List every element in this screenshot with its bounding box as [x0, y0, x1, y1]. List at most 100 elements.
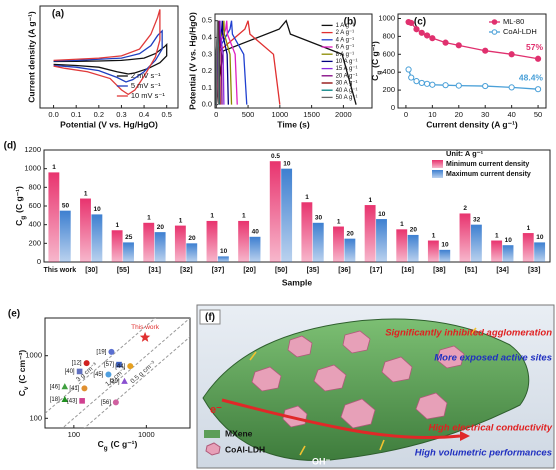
density-line — [61, 318, 190, 428]
bar — [249, 236, 261, 262]
legend-label: 8 A g⁻¹ — [336, 52, 355, 58]
label-part: C — [14, 220, 24, 226]
x-tick-label: 0.3 — [116, 110, 126, 119]
legend-label: 50 A g⁻¹ — [336, 95, 358, 101]
y-axis-label: Current density (A g⁻¹) — [26, 11, 36, 103]
ldh-platelet — [342, 330, 371, 354]
point-label: [46] — [50, 384, 60, 390]
y-tick-label: 0.5 — [202, 16, 212, 25]
y-tick-label: 0 — [37, 257, 41, 266]
label-part: (C g⁻¹) — [111, 439, 138, 449]
bar-annotation: 40 — [252, 229, 260, 236]
bar-annotation: 25 — [125, 234, 133, 241]
y-tick-label: 1000 — [24, 164, 41, 173]
x-tick-label: [50] — [275, 267, 287, 274]
illustration: (f) Significantly inhibited agglomeratio… — [196, 304, 555, 469]
point-label: This work — [131, 324, 160, 331]
bar-annotation: 1 — [432, 232, 436, 239]
marker — [408, 74, 415, 81]
x-tick-label: 0.0 — [48, 110, 58, 119]
plot-frame — [39, 5, 179, 109]
bar — [123, 242, 134, 262]
y-tick-label: 600 — [382, 49, 395, 58]
bar — [522, 233, 534, 262]
bar — [364, 205, 376, 262]
point — [83, 360, 90, 367]
y-tick-label: 1000 — [378, 13, 395, 22]
ldh-platelet — [282, 405, 308, 428]
marker — [408, 19, 415, 27]
legend-label: 15 A g⁻¹ — [336, 66, 358, 72]
point-label: [19] — [96, 349, 106, 355]
y-tick-label: 1200 — [24, 145, 41, 154]
bar-annotation: 1 — [242, 213, 246, 220]
marker — [423, 80, 431, 87]
bar-annotation: 10 — [505, 237, 513, 244]
series-line — [215, 20, 281, 105]
marker — [482, 47, 489, 54]
y-tick-label: 200 — [28, 238, 41, 247]
point-label: [44] — [115, 364, 125, 370]
bar-annotation: 10 — [94, 206, 102, 213]
x-tick-label: 2000 — [335, 110, 352, 119]
ldh-platelet — [436, 345, 465, 369]
callout: Significantly inhibited agglomeration — [385, 328, 552, 339]
density-line — [45, 318, 157, 414]
legend-label: 10 mV s⁻¹ — [131, 91, 165, 100]
marker — [442, 39, 449, 46]
panel-label: (f) — [205, 312, 215, 323]
legend-title: Unit: A g⁻¹ — [446, 149, 484, 158]
panel-label: (e) — [8, 309, 20, 320]
point-label: [41] — [69, 386, 79, 392]
density-label: 0.5 g cm⁻³ — [129, 359, 157, 385]
panel-label: (a) — [52, 9, 64, 20]
label-part: v — [23, 386, 30, 390]
x-tick-label: [16] — [401, 267, 413, 274]
marker — [413, 26, 420, 33]
bar — [470, 224, 482, 262]
y-tick-label: 100 — [29, 413, 42, 422]
ion-arrow — [379, 439, 385, 451]
label-part: (C cm⁻³) — [17, 350, 27, 384]
point — [116, 361, 122, 368]
x-tick-label: [36] — [338, 267, 350, 274]
point-label: [40] — [65, 369, 75, 375]
bar — [491, 240, 503, 262]
x-tick-label: 0.5 — [161, 110, 171, 119]
ldh-platelet — [313, 364, 347, 392]
bar-annotation: 1 — [495, 232, 499, 239]
x-tick-label: [17] — [370, 267, 382, 274]
bar — [91, 214, 103, 262]
bar-annotation: 20 — [410, 227, 418, 234]
y-tick-label: 1000 — [25, 351, 42, 360]
legend-label: CoAl-LDH — [225, 444, 265, 454]
marker — [534, 55, 542, 62]
bar — [154, 232, 166, 262]
bar — [174, 225, 186, 262]
legend-label: 5 mV s⁻¹ — [131, 81, 161, 90]
ldh-platelet — [287, 335, 313, 358]
point — [108, 348, 115, 355]
marker — [534, 86, 542, 93]
x-tick-label: 30 — [481, 110, 489, 119]
y-tick-label: 0.3 — [202, 49, 212, 58]
bar-annotation: 32 — [473, 216, 481, 223]
legend-swatch — [205, 442, 221, 456]
legend-label: 40 A g⁻¹ — [336, 88, 358, 94]
point — [81, 385, 88, 392]
bar-annotation: 1 — [84, 190, 88, 197]
density-line — [83, 336, 190, 428]
ldh-platelet — [340, 398, 376, 429]
x-tick-label: [35] — [307, 267, 319, 274]
bar — [396, 229, 408, 262]
ion-arrows — [249, 327, 477, 456]
bar-annotation: 10 — [536, 234, 544, 241]
bar — [439, 249, 451, 262]
point-label: [29] — [110, 379, 120, 385]
point-label: [45] — [93, 372, 103, 378]
marker — [482, 82, 489, 90]
bar-annotation: 50 — [62, 202, 70, 209]
x-tick-label: 0 — [404, 110, 408, 119]
x-tick-label: 10 — [428, 110, 436, 119]
marker — [429, 35, 436, 42]
